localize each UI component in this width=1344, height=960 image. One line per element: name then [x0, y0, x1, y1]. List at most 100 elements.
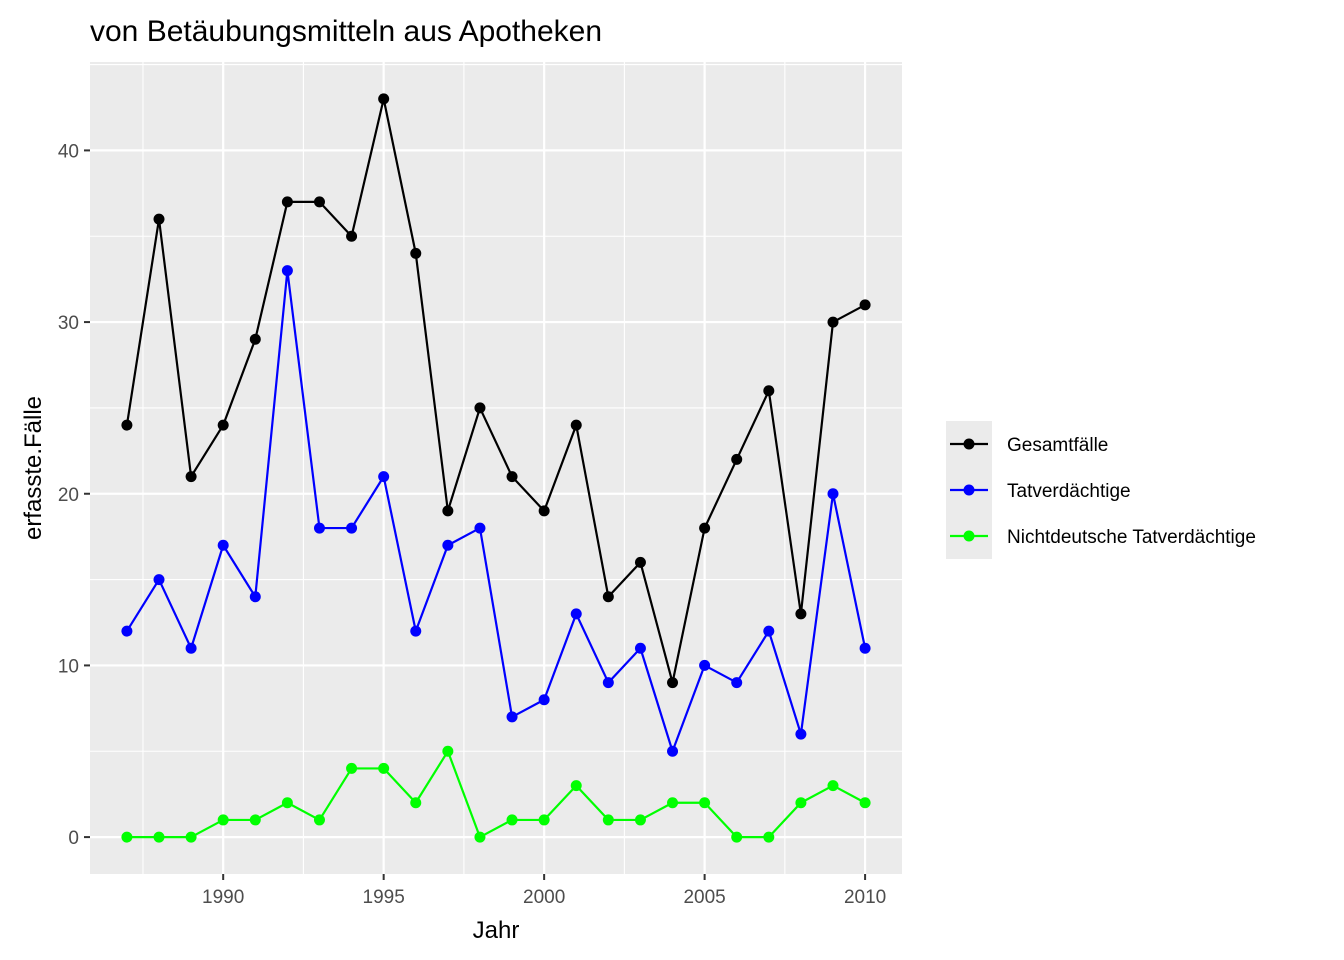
data-point — [378, 471, 390, 483]
data-point — [474, 402, 486, 414]
data-point — [859, 299, 871, 311]
data-point — [699, 659, 711, 671]
data-point — [634, 642, 646, 654]
data-point — [602, 591, 614, 603]
data-point — [442, 745, 454, 757]
data-point — [281, 797, 293, 809]
data-point — [827, 488, 839, 500]
data-point — [667, 797, 679, 809]
data-point — [378, 93, 390, 105]
y-axis: 0 10 20 30 40 — [58, 141, 90, 849]
y-tick-label: 40 — [58, 141, 79, 162]
data-point — [506, 814, 518, 826]
legend-key-point — [963, 484, 975, 496]
data-point — [185, 831, 197, 843]
data-point — [121, 625, 133, 637]
data-point — [410, 247, 422, 259]
data-point — [602, 814, 614, 826]
data-point — [346, 522, 358, 534]
data-point — [731, 677, 743, 689]
y-tick-label: 30 — [58, 313, 79, 334]
data-point — [538, 814, 550, 826]
data-point — [313, 814, 325, 826]
data-point — [313, 522, 325, 534]
chart-title: von Betäubungsmitteln aus Apotheken — [90, 15, 602, 48]
legend-item: Gesamtfälle — [946, 421, 1108, 467]
legend: Gesamtfälle Tatverdächtige Nichtdeutsche T… — [946, 421, 1256, 559]
data-point — [538, 694, 550, 706]
data-point — [667, 745, 679, 757]
legend-label: Gesamtfälle — [1007, 435, 1108, 456]
data-point — [570, 419, 582, 431]
legend-item: Tatverdächtige — [946, 467, 1131, 513]
x-tick-label: 2000 — [523, 887, 565, 908]
data-point — [121, 831, 133, 843]
data-point — [763, 385, 775, 397]
x-tick-label: 1995 — [363, 887, 405, 908]
data-point — [763, 831, 775, 843]
legend-label: Nichtdeutsche Tatverdächtige — [1007, 527, 1256, 548]
data-point — [763, 625, 775, 637]
data-point — [217, 814, 229, 826]
major-gridlines — [90, 62, 902, 874]
plot-panel — [90, 62, 902, 874]
data-point — [827, 316, 839, 328]
data-point — [570, 608, 582, 620]
data-point — [506, 711, 518, 723]
data-point — [602, 677, 614, 689]
legend-label: Tatverdächtige — [1007, 481, 1131, 502]
data-point — [442, 505, 454, 517]
data-point — [795, 608, 807, 620]
y-tick-label: 10 — [58, 656, 79, 677]
legend-item: Nichtdeutsche Tatverdächtige — [946, 513, 1256, 559]
series-layer — [121, 93, 871, 843]
data-point — [667, 677, 679, 689]
data-point — [859, 642, 871, 654]
data-point — [281, 196, 293, 208]
data-point — [699, 522, 711, 534]
data-point — [410, 797, 422, 809]
data-point — [442, 539, 454, 551]
data-point — [506, 471, 518, 483]
data-point — [634, 814, 646, 826]
data-point — [378, 762, 390, 774]
data-point — [474, 831, 486, 843]
data-point — [474, 522, 486, 534]
x-tick-label: 2010 — [844, 887, 886, 908]
data-point — [217, 539, 229, 551]
data-point — [827, 780, 839, 792]
y-axis-title: erfasste.Fälle — [20, 396, 47, 540]
minor-gridlines — [90, 62, 902, 874]
data-point — [121, 419, 133, 431]
data-point — [731, 831, 743, 843]
data-point — [249, 333, 261, 345]
x-axis-title: Jahr — [473, 917, 520, 944]
data-point — [699, 797, 711, 809]
x-tick-label: 1990 — [202, 887, 244, 908]
data-point — [859, 797, 871, 809]
data-point — [795, 728, 807, 740]
data-point — [217, 419, 229, 431]
y-tick-label: 20 — [58, 485, 79, 506]
data-point — [185, 642, 197, 654]
series-line — [125, 269, 867, 753]
data-point — [153, 831, 165, 843]
data-point — [313, 196, 325, 208]
data-point — [538, 505, 550, 517]
data-point — [249, 814, 261, 826]
series-3 — [121, 745, 871, 843]
x-axis: 1990 1995 2000 2005 2010 — [202, 874, 886, 908]
data-point — [185, 471, 197, 483]
legend-key-point — [963, 530, 975, 542]
x-tick-label: 2005 — [683, 887, 725, 908]
series-1 — [121, 93, 871, 689]
data-point — [634, 556, 646, 568]
data-point — [249, 591, 261, 603]
data-point — [795, 797, 807, 809]
legend-key-point — [963, 438, 975, 450]
data-point — [570, 780, 582, 792]
data-point — [153, 213, 165, 225]
data-point — [153, 574, 165, 586]
